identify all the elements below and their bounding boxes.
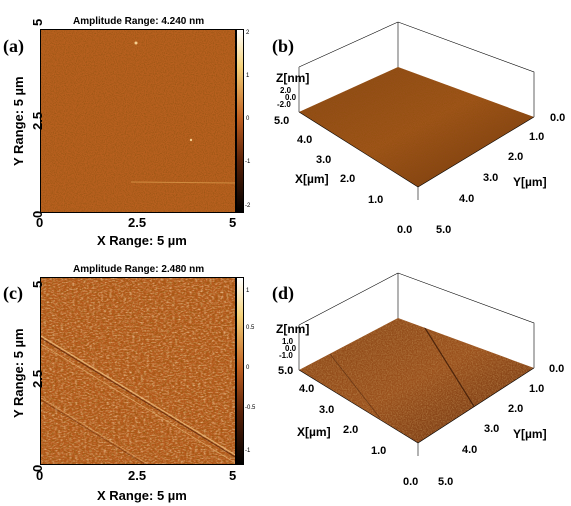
panel-d-z-tick: 0.0 xyxy=(285,344,297,353)
panel-c-title: Amplitude Range: 2.480 nm xyxy=(73,264,205,275)
panel-c-x-tick: 5 xyxy=(229,468,237,483)
panel-b-y-tick: 2.0 xyxy=(508,151,524,163)
panel-c-surface-texture xyxy=(41,278,235,464)
panel-a-surface-texture xyxy=(41,30,235,212)
panel-b-y-tick: 5.0 xyxy=(436,224,452,236)
panel-a-colorbar xyxy=(236,29,244,213)
panel-b-3d-surface xyxy=(298,21,535,200)
panel-d-y-label: Y[µm] xyxy=(513,427,547,441)
panel-d-x-label: X[µm] xyxy=(297,425,331,439)
panel-c-colorbar-tick: 0.5 xyxy=(246,325,255,331)
panel-c-x-tick: 2.5 xyxy=(128,468,147,483)
panel-b-x-tick: 3.0 xyxy=(316,154,332,166)
panel-d-x-tick: 4.0 xyxy=(299,383,315,395)
panel-d-x-tick: 1.0 xyxy=(371,445,387,457)
panel-a-colorbar-tick: 2 xyxy=(246,30,250,36)
panel-c-label: (c) xyxy=(3,283,23,303)
panel-a-afm-image xyxy=(40,29,236,213)
panel-a-y-tick: 5 xyxy=(30,18,45,26)
panel-d-z-tick: 1.0 xyxy=(282,337,294,346)
panel-c-x-range-label: X Range: 5 µm xyxy=(97,488,187,503)
panel-d-x-tick: 0.0 xyxy=(403,476,419,488)
panel-d-x-tick: 2.0 xyxy=(343,424,359,436)
panel-a-label: (a) xyxy=(3,36,24,56)
panel-d-x-tick: 3.0 xyxy=(319,404,335,416)
panel-c-y-tick: 2.5 xyxy=(30,369,45,388)
panel-b-label: (b) xyxy=(272,36,294,56)
panel-a-y-tick: 2.5 xyxy=(30,111,45,130)
panel-b-z-tick: 0.0 xyxy=(285,93,297,102)
panel-a-colorbar-tick: -1 xyxy=(245,159,251,165)
panel-b-x-tick: 1.0 xyxy=(368,194,384,206)
panel-a-colorbar-tick: -2 xyxy=(245,203,251,209)
panel-a-colorbar-tick: 0 xyxy=(246,116,250,122)
panel-c-colorbar-tick: -0.5 xyxy=(245,405,256,411)
panel-b-y-label: Y[µm] xyxy=(513,175,547,189)
panel-c-y-tick: 5 xyxy=(30,280,45,288)
panel-c-colorbar-tick: 1 xyxy=(246,288,250,294)
panel-a-x-tick: 5 xyxy=(229,215,237,230)
panel-b-x-tick: 2.0 xyxy=(340,173,356,185)
panel-b-x-tick: 0.0 xyxy=(397,224,413,236)
panel-c-afm-image xyxy=(40,277,236,465)
panel-b-y-tick: 1.0 xyxy=(529,131,545,143)
panel-d-z-tick: -1.0 xyxy=(279,351,293,360)
panel-c-colorbar-tick: -1 xyxy=(245,448,251,454)
panel-b-x-tick: 4.0 xyxy=(297,134,313,146)
panel-b-x-tick: 5.0 xyxy=(274,115,290,127)
panel-d-y-tick: 0.0 xyxy=(549,363,565,375)
panel-d-3d-surface xyxy=(298,272,535,456)
panel-a-y-range-label: Y Range: 5 µm xyxy=(11,76,26,166)
panel-d-z-label: Z[nm] xyxy=(276,322,310,336)
panel-d-y-tick: 1.0 xyxy=(529,383,545,395)
panel-a-x-tick: 2.5 xyxy=(128,215,147,230)
panel-d-y-tick: 2.0 xyxy=(508,403,524,415)
panel-c-colorbar xyxy=(236,277,244,465)
panel-b-z-label: Z[nm] xyxy=(276,71,310,85)
panel-c-y-range-label: Y Range: 5 µm xyxy=(11,328,26,418)
panel-b-y-tick: 4.0 xyxy=(459,193,475,205)
panel-d-x-tick: 5.0 xyxy=(278,365,294,377)
panel-b-z-tick: -2.0 xyxy=(277,100,291,109)
panel-a-colorbar-tick: 1 xyxy=(246,73,250,79)
panel-a-x-tick: 0 xyxy=(36,215,44,230)
panel-a-x-range-label: X Range: 5 µm xyxy=(97,233,187,248)
panel-b-z-tick: 2.0 xyxy=(280,86,292,95)
panel-d-label: (d) xyxy=(272,283,294,303)
panel-b-y-tick: 3.0 xyxy=(483,172,499,184)
panel-d-y-tick: 4.0 xyxy=(462,444,478,456)
panel-d-y-tick: 5.0 xyxy=(438,476,454,488)
panel-b-x-label: X[µm] xyxy=(295,172,329,186)
panel-d-y-tick: 3.0 xyxy=(484,423,500,435)
panel-b-y-tick: 0.0 xyxy=(550,112,566,124)
panel-c-x-tick: 0 xyxy=(36,468,44,483)
panel-a-title: Amplitude Range: 4.240 nm xyxy=(73,16,205,27)
panel-c-colorbar-tick: 0 xyxy=(246,365,250,371)
